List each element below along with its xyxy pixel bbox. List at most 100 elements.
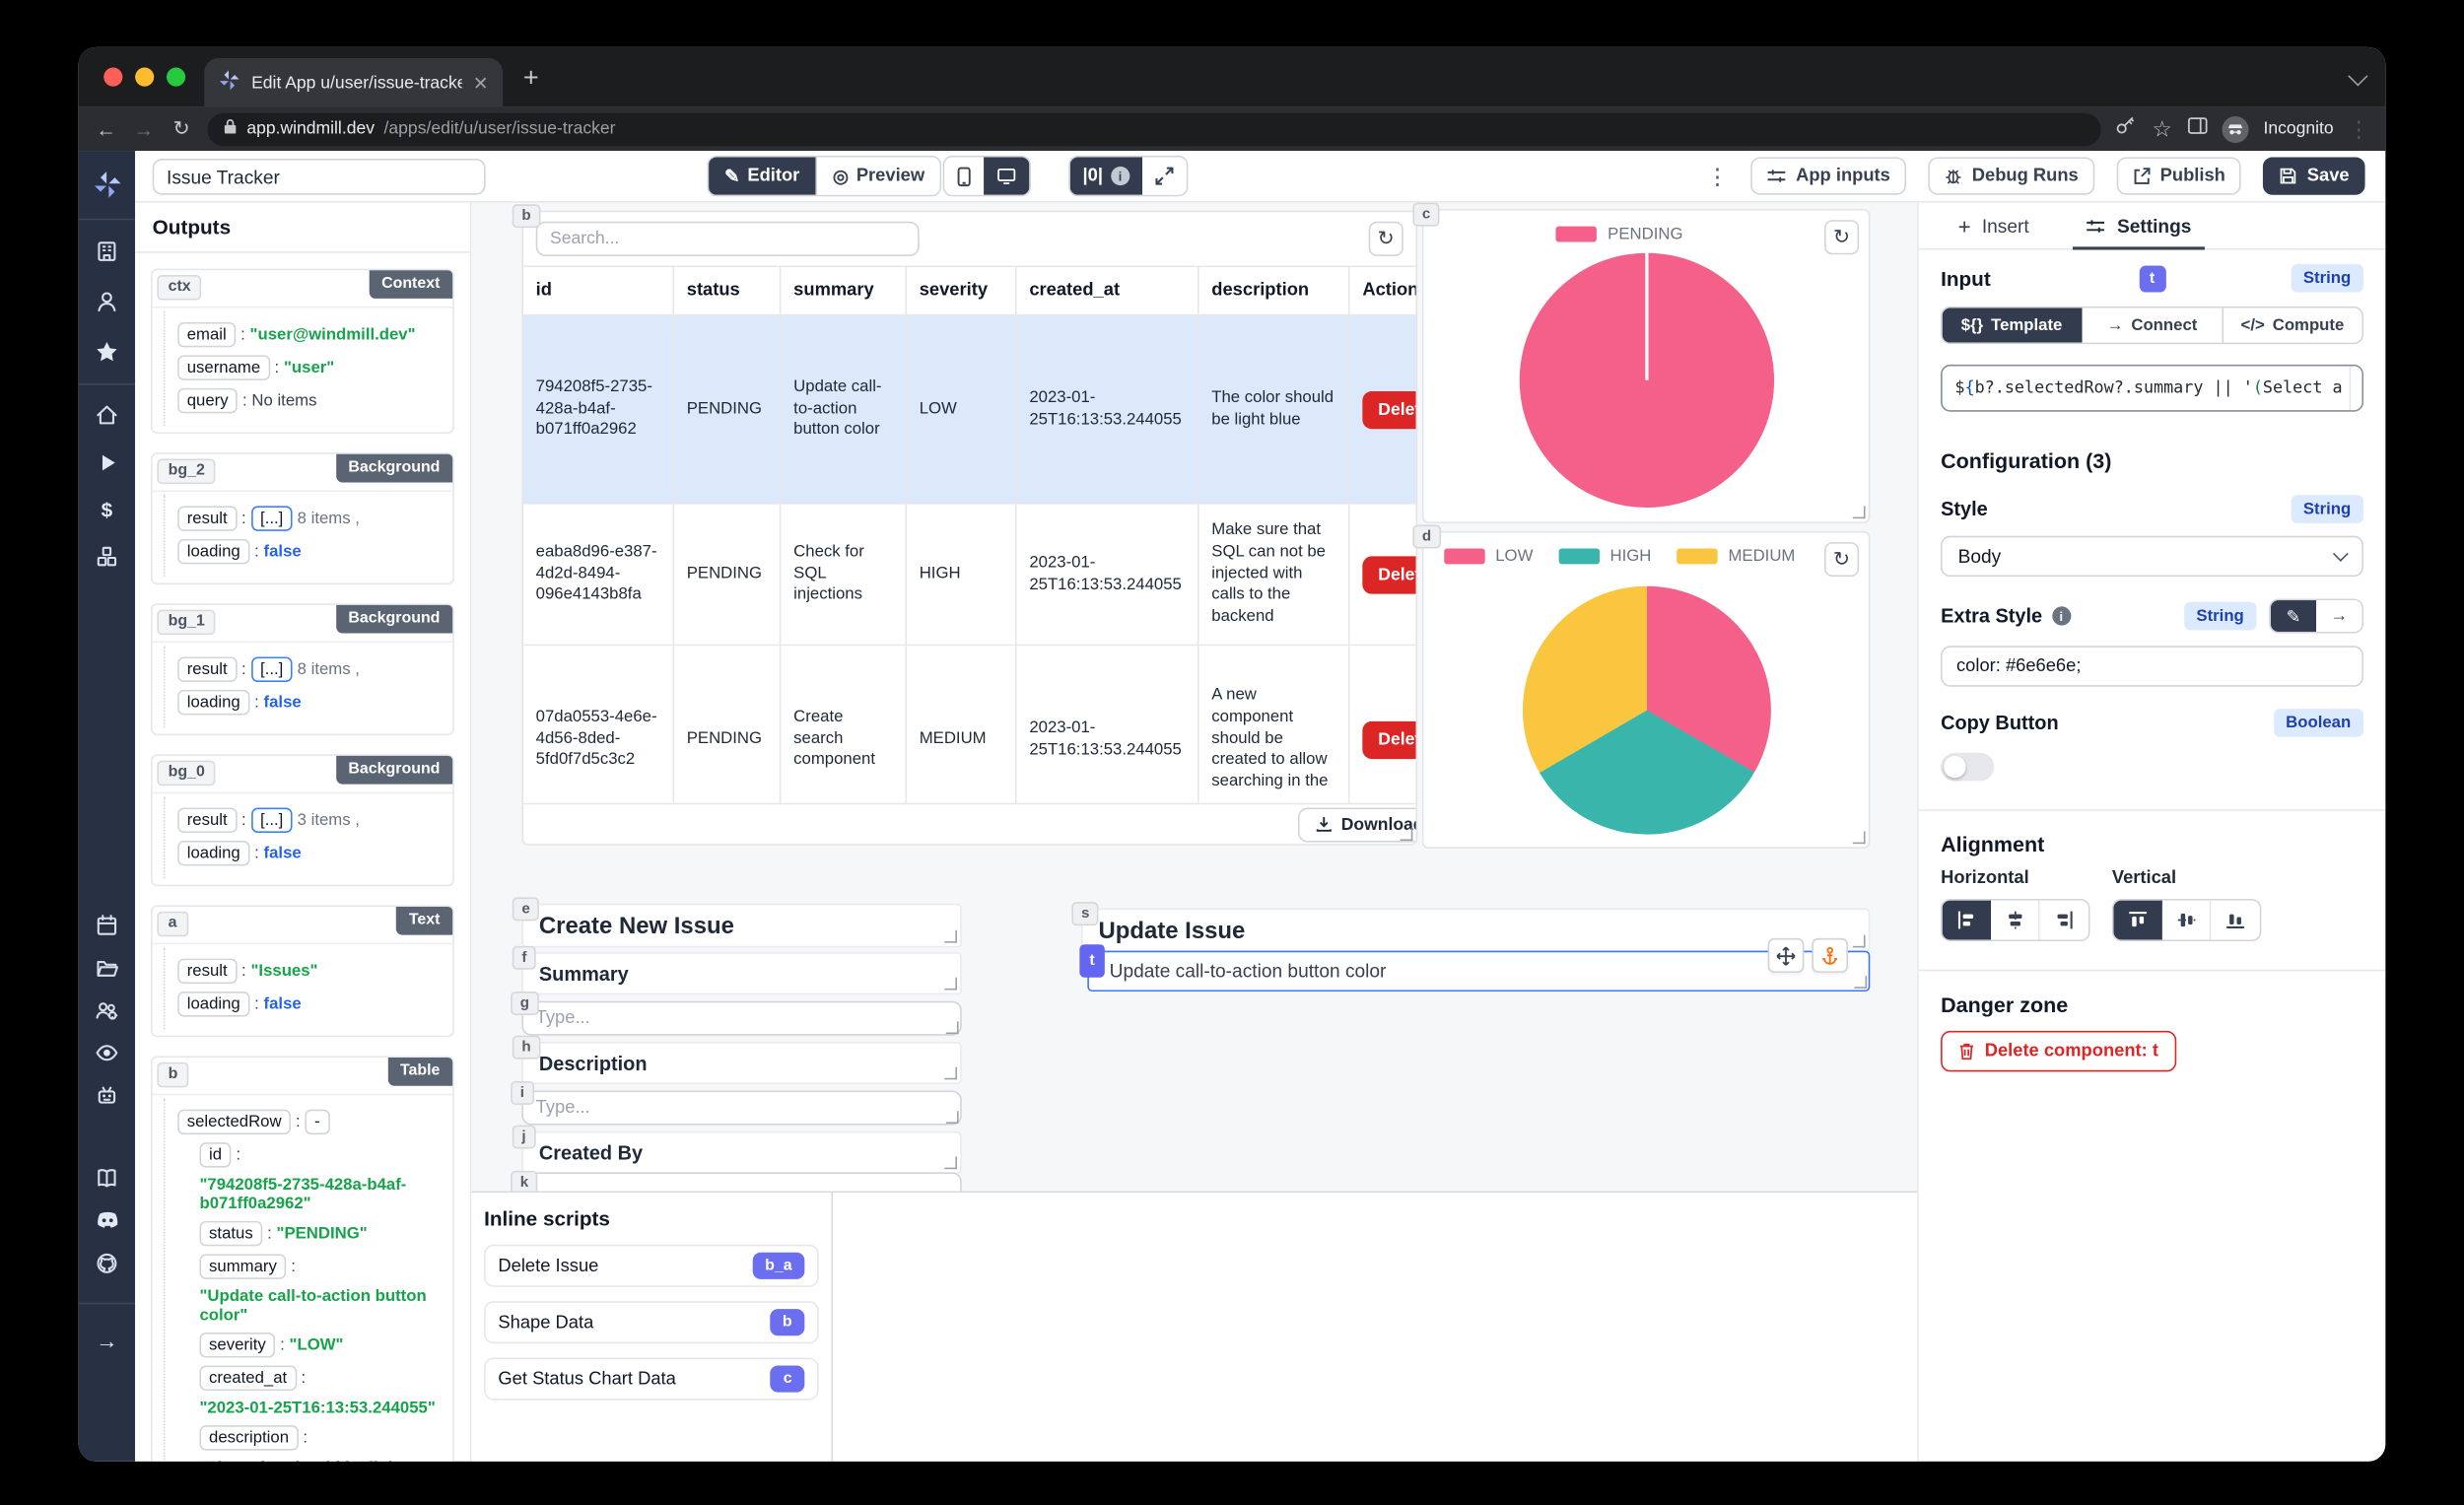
output-key[interactable]: -	[305, 1109, 330, 1135]
output-key[interactable]: loading	[177, 689, 250, 716]
chart-refresh-button[interactable]: ↻	[1824, 542, 1860, 578]
output-node-id[interactable]: bg_0	[157, 760, 216, 787]
description-input[interactable]	[521, 1090, 962, 1126]
component-tag[interactable]: d	[1412, 524, 1441, 550]
align-left-button[interactable]	[1942, 900, 1992, 940]
column-header-Action[interactable]: Action	[1350, 267, 1415, 314]
component-tag[interactable]: k	[511, 1170, 538, 1196]
table-component[interactable]: b ↻ idstatussummaryseveritycreated_atdes…	[512, 204, 1418, 846]
status-pie-chart-component[interactable]: c PENDING ↻	[1412, 202, 1871, 523]
inline-script-item[interactable]: Delete Issue b_a	[484, 1244, 819, 1287]
output-key[interactable]: username	[177, 355, 270, 380]
output-node-id[interactable]: bg_1	[157, 609, 216, 636]
user-icon[interactable]	[84, 277, 131, 327]
create-issue-heading-component[interactable]: e Create New Issue	[512, 897, 962, 948]
update-issue-heading-component[interactable]: s Update Issue	[1071, 902, 1871, 953]
new-tab-button[interactable]: +	[522, 62, 539, 94]
severity-pie-chart-component[interactable]: d LOW HIGH MEDIUM ↻	[1412, 524, 1871, 849]
output-key[interactable]: [...]	[250, 807, 293, 834]
audit-logs-icon[interactable]	[84, 1031, 131, 1073]
table-row[interactable]: 794208f5-2735-428a-b4af-b071ff0a2962 PEND…	[522, 315, 1416, 505]
component-tag[interactable]: b	[512, 204, 541, 229]
pencil-mode-button[interactable]: ✎	[2270, 600, 2317, 632]
summary-input[interactable]	[521, 1000, 962, 1036]
output-key[interactable]: status	[199, 1220, 263, 1247]
column-header-id[interactable]: id	[523, 267, 674, 314]
output-key[interactable]: query	[177, 387, 239, 414]
mode-template-button[interactable]: ${} Template	[1942, 308, 2084, 343]
key-icon[interactable]	[2116, 114, 2137, 143]
discord-icon[interactable]	[84, 1199, 131, 1242]
arrow-mode-button[interactable]: →	[2316, 600, 2362, 632]
output-node-id[interactable]: bg_2	[157, 458, 216, 485]
align-center-button[interactable]	[1991, 900, 2040, 940]
browser-menu-icon[interactable]: ⋮	[2348, 115, 2370, 141]
column-header-status[interactable]: status	[674, 267, 782, 314]
github-icon[interactable]	[84, 1242, 131, 1284]
output-key[interactable]: summary	[199, 1254, 287, 1279]
align-bottom-button[interactable]	[2211, 900, 2260, 940]
app-canvas[interactable]: b ↻ idstatussummaryseveritycreated_atdes…	[471, 202, 1918, 1462]
style-select[interactable]: Body	[1941, 535, 2363, 578]
url-field[interactable]: app.windmill.dev/apps/edit/u/user/issue-…	[207, 111, 2102, 146]
editor-tab[interactable]: ✎ Editor	[709, 157, 816, 195]
component-tag[interactable]: i	[511, 1080, 534, 1106]
delete-component-button[interactable]: Delete component: t	[1941, 1030, 2176, 1072]
table-row[interactable]: eaba8d96-e387-4d2d-8494-096e4143b8fa PEND…	[522, 504, 1416, 647]
home-icon[interactable]	[84, 391, 131, 439]
forward-icon[interactable]: →	[133, 116, 155, 141]
extra-style-input[interactable]	[1941, 646, 2363, 687]
column-header-description[interactable]: description	[1199, 267, 1350, 314]
debug-console-button[interactable]: |0| i	[1069, 157, 1142, 195]
mode-compute-button[interactable]: </> Compute	[2223, 308, 2362, 343]
align-right-button[interactable]	[2039, 900, 2088, 940]
template-code-input[interactable]: ${b?.selectedRow?.summary || '(Select a …	[1941, 364, 2363, 412]
workers-icon[interactable]	[84, 1073, 131, 1116]
description-label-component[interactable]: h Description	[512, 1035, 962, 1085]
legend-item[interactable]: LOW	[1443, 547, 1533, 566]
tab-settings[interactable]: Settings	[2073, 203, 2205, 250]
resources-icon[interactable]	[84, 532, 131, 580]
output-key[interactable]: description	[199, 1425, 299, 1451]
app-name-input[interactable]	[152, 159, 486, 195]
output-key[interactable]: email	[177, 321, 237, 348]
legend-item[interactable]: HIGH	[1557, 547, 1651, 566]
browser-tab[interactable]: Edit App u/user/issue-tracker | ✕	[204, 57, 504, 107]
tab-close-icon[interactable]: ✕	[472, 71, 489, 94]
column-header-severity[interactable]: severity	[907, 267, 1017, 314]
anchor-component-button[interactable]	[1812, 937, 1849, 973]
inline-script-item[interactable]: Get Status Chart Data c	[484, 1357, 819, 1401]
component-tag[interactable]: j	[512, 1125, 536, 1150]
maximize-window-button[interactable]	[167, 67, 186, 87]
output-key[interactable]: result	[177, 506, 238, 531]
download-button[interactable]: Download	[1298, 806, 1416, 842]
publish-button[interactable]: Publish	[2116, 157, 2241, 195]
align-top-button[interactable]	[2113, 900, 2162, 940]
component-tag[interactable]: h	[512, 1035, 541, 1060]
output-node-id[interactable]: ctx	[157, 275, 202, 301]
column-header-created_at[interactable]: created_at	[1017, 267, 1199, 314]
output-key[interactable]: selectedRow	[177, 1109, 292, 1135]
summary-input-component[interactable]: g	[511, 992, 962, 1037]
delete-row-button[interactable]: Delete	[1362, 555, 1416, 593]
tab-insert[interactable]: + Insert	[1957, 213, 2029, 239]
description-input-component[interactable]: i	[511, 1080, 962, 1127]
debug-runs-button[interactable]: Debug Runs	[1928, 157, 2094, 195]
column-header-summary[interactable]: summary	[781, 267, 907, 314]
fullscreen-button[interactable]	[1141, 157, 1187, 195]
delete-row-button[interactable]: Delete	[1362, 720, 1416, 759]
runs-icon[interactable]	[84, 439, 131, 486]
close-window-button[interactable]	[103, 67, 123, 87]
collapse-icon[interactable]: →	[96, 1328, 118, 1353]
more-options-icon[interactable]: ⋮	[1706, 163, 1729, 188]
table-refresh-button[interactable]: ↻	[1368, 221, 1403, 256]
docs-icon[interactable]	[84, 1156, 131, 1198]
output-key[interactable]: result	[177, 807, 238, 834]
preview-tab[interactable]: ◎ Preview	[815, 157, 941, 195]
component-tag[interactable]: e	[512, 897, 540, 922]
output-key[interactable]: [...]	[250, 656, 293, 682]
summary-label-component[interactable]: f Summary	[512, 945, 962, 995]
output-key[interactable]: loading	[177, 538, 250, 565]
component-tag[interactable]: c	[1412, 202, 1440, 228]
save-button[interactable]: Save	[2263, 157, 2365, 195]
